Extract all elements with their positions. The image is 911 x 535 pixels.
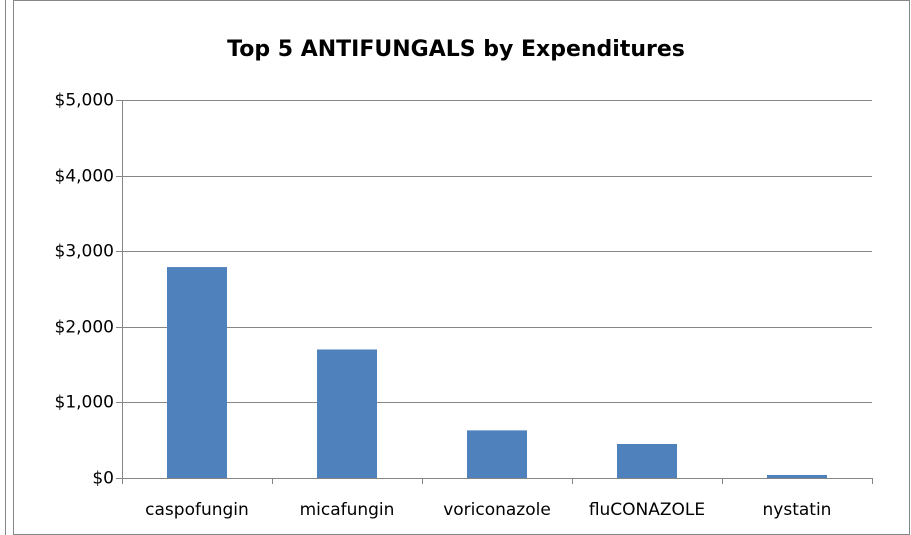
y-tick-label: $3,000 [55,242,114,262]
x-tick-label: micafungin [300,500,395,520]
bar [167,267,227,478]
chart-title: Top 5 ANTIFUNGALS by Expenditures [227,37,685,62]
y-tick-label: $5,000 [55,91,114,111]
y-tick-label: $0 [92,469,114,489]
x-tick-label: fluCONAZOLE [589,500,705,520]
bar [467,430,527,478]
x-tick-label: caspofungin [145,500,249,520]
bar [317,349,377,478]
bar [767,474,827,478]
y-tick-label: $1,000 [55,393,114,413]
x-tick-label: nystatin [763,500,832,520]
bar [617,443,677,478]
y-tick-label: $2,000 [55,318,114,338]
x-tick-label: voriconazole [443,500,551,520]
y-tick-label: $4,000 [55,167,114,187]
